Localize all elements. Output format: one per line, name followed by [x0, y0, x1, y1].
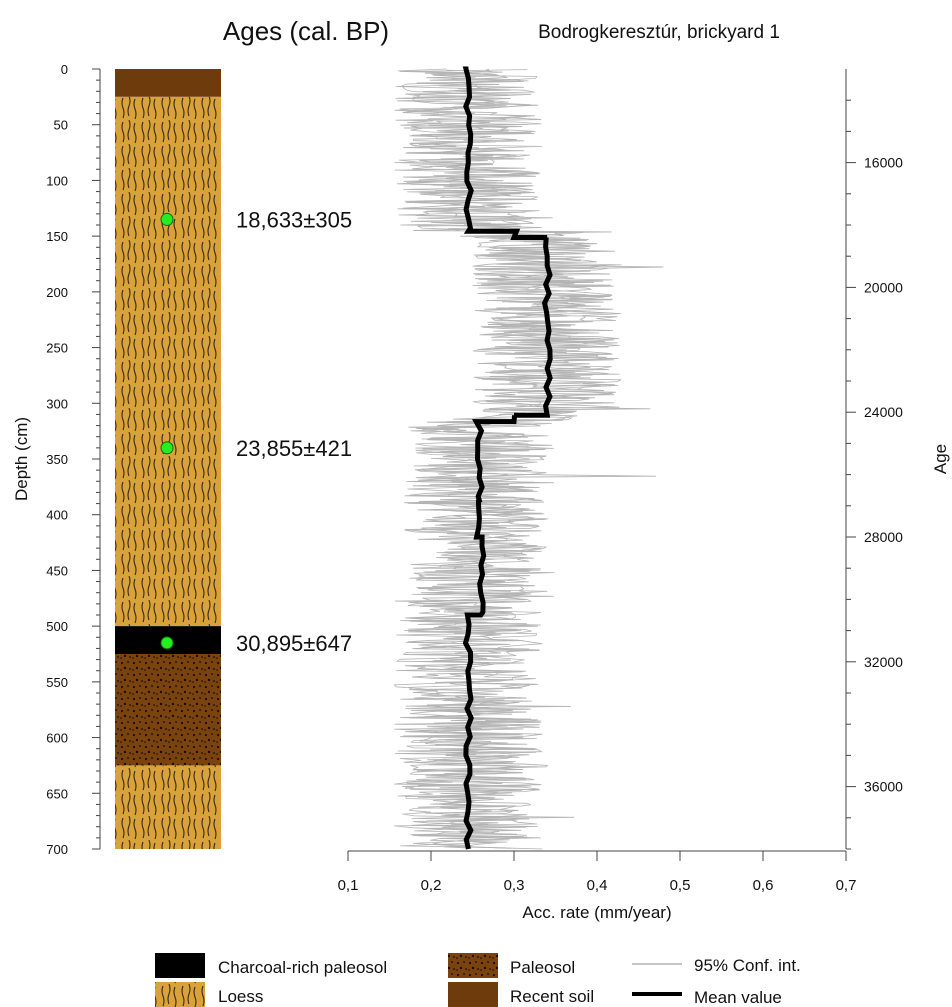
age-tick-label: 16000	[864, 155, 903, 171]
depth-tick-label: 450	[46, 563, 68, 578]
depth-tick-label: 500	[46, 619, 68, 634]
stratigraphic-column	[115, 69, 221, 849]
age-axis: 16000 20000 24000 28000 32000 36000 Age	[845, 69, 950, 850]
depth-tick-label: 700	[46, 842, 68, 857]
age-tick-label: 28000	[864, 529, 903, 545]
depth-tick-label: 100	[46, 173, 68, 188]
legend-swatch-charcoal	[155, 953, 205, 978]
x-axis-label: Acc. rate (mm/year)	[522, 903, 671, 922]
ages-title: Ages (cal. BP)	[223, 16, 389, 46]
legend-swatch-paleosol	[448, 953, 498, 978]
age-ticks: 16000 20000 24000 28000 32000 36000	[846, 99, 903, 850]
ci-line	[394, 69, 622, 850]
age-tick-label: 24000	[864, 404, 903, 420]
legend-label-paleosol: Paleosol	[510, 958, 575, 977]
column-unit-loess	[115, 765, 221, 849]
date-marker	[160, 441, 174, 455]
x-axis: 0,1 0,2 0,3 0,4 0,5 0,6 0,7 Acc. rate (mm/year…	[338, 850, 857, 922]
date-label: 30,895±647	[236, 631, 352, 656]
depth-tick-label: 200	[46, 285, 68, 300]
rate-plot	[393, 66, 664, 850]
legend: Charcoal-rich paleosol Paleosol 95% Conf…	[155, 953, 801, 1007]
legend-label-mean: Mean value	[694, 988, 782, 1007]
depth-tick-label: 600	[46, 731, 68, 746]
column-unit-loess	[115, 96, 221, 627]
column-unit-paleosol	[115, 654, 221, 766]
date-label: 18,633±305	[236, 207, 352, 232]
date-marker	[160, 212, 174, 226]
depth-tick-label: 550	[46, 675, 68, 690]
legend-label-ci: 95% Conf. int.	[694, 956, 801, 975]
depth-tick-label: 150	[46, 229, 68, 244]
date-markers: 18,633±305 23,855±421 30,895±647	[160, 207, 352, 656]
depth-axis-label: Depth (cm)	[12, 417, 31, 501]
x-tick-label: 0,6	[753, 877, 774, 894]
legend-label-recent-soil: Recent soil	[510, 987, 594, 1006]
depth-tick-label: 250	[46, 341, 68, 356]
age-axis-label: Age	[931, 444, 950, 474]
x-tick-label: 0,5	[670, 877, 691, 894]
depth-tick-label: 0	[61, 62, 68, 77]
date-marker	[160, 636, 174, 650]
x-tick-label: 0,3	[504, 877, 525, 894]
legend-label-loess: Loess	[218, 987, 263, 1006]
legend-swatch-loess	[155, 982, 205, 1007]
confidence-interval-lines	[393, 68, 664, 850]
age-tick-label: 20000	[864, 279, 903, 295]
ci-line	[394, 68, 664, 849]
column-unit-recent-soil	[115, 69, 221, 97]
depth-ticks: 0 50 100 150 200 250 300 350 400 450 500 550 600 650 7…	[46, 62, 100, 857]
legend-swatch-recent-soil	[448, 982, 498, 1007]
depth-tick-label: 650	[46, 786, 68, 801]
x-tick-label: 0,2	[421, 877, 442, 894]
age-tick-label: 32000	[864, 654, 903, 670]
depth-tick-label: 300	[46, 396, 68, 411]
chart-title: Bodrogkeresztúr, brickyard 1	[538, 22, 780, 43]
x-ticks: 0,1 0,2 0,3 0,4 0,5 0,6 0,7	[338, 851, 857, 894]
x-tick-label: 0,7	[836, 877, 857, 894]
depth-tick-label: 350	[46, 452, 68, 467]
age-tick-label: 36000	[864, 779, 903, 795]
depth-tick-label: 400	[46, 508, 68, 523]
x-tick-label: 0,1	[338, 877, 359, 894]
x-tick-label: 0,4	[587, 877, 608, 894]
depth-axis: 0 50 100 150 200 250 300 350 400 450 500 550 600 650 7…	[12, 62, 101, 857]
mean-value-line	[462, 66, 553, 850]
legend-label-charcoal: Charcoal-rich paleosol	[218, 958, 387, 977]
date-label: 23,855±421	[236, 436, 352, 461]
depth-tick-label: 50	[54, 118, 68, 133]
